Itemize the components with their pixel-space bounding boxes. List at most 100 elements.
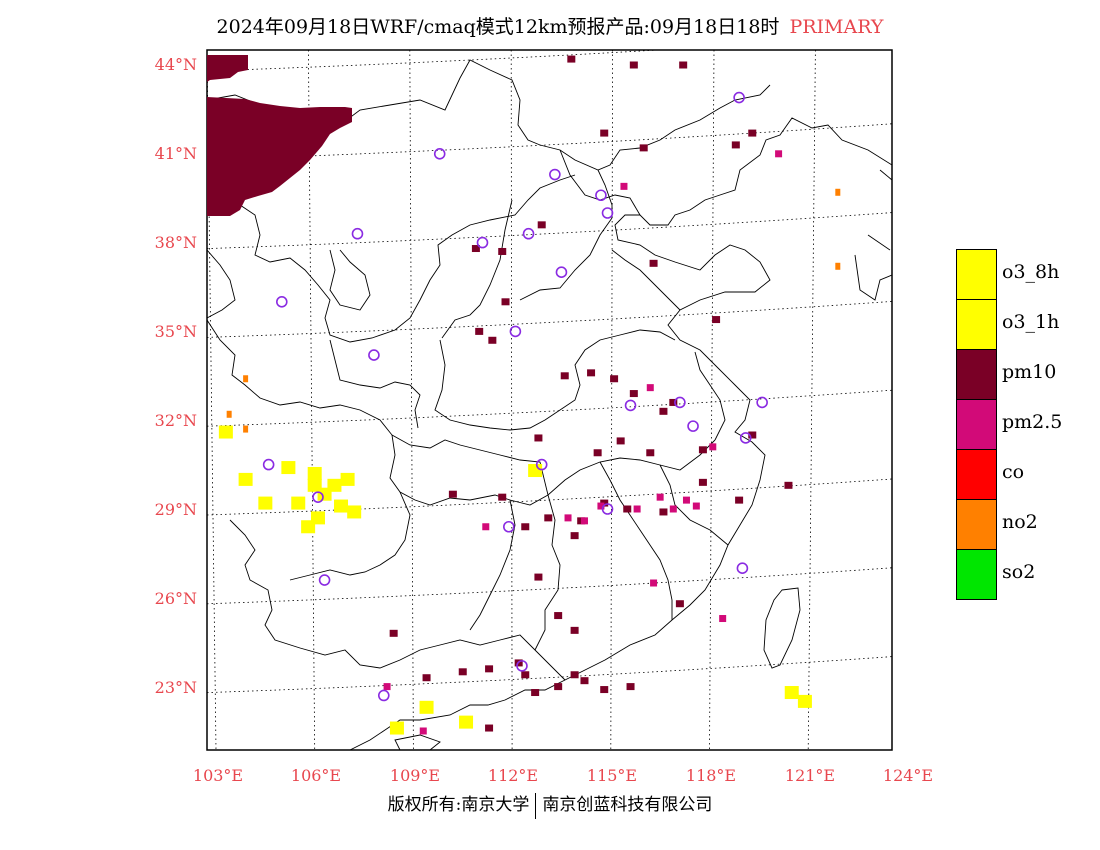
province-lines-5 <box>441 199 613 339</box>
province-lines-7 <box>229 519 566 681</box>
pm10-cell <box>521 671 530 679</box>
pm10-cell <box>448 490 457 498</box>
pm10-cell <box>485 724 494 732</box>
pm25-cell <box>669 505 677 513</box>
pm10-cell <box>531 689 540 697</box>
station-marker <box>601 207 614 219</box>
lat-label: 32°N <box>154 411 197 430</box>
pm10-cell <box>422 674 431 682</box>
latitude-line <box>207 301 892 338</box>
station-marker <box>549 168 561 181</box>
station-marker <box>736 562 749 575</box>
pm10-cell <box>501 298 510 306</box>
pm10-cell <box>626 683 635 691</box>
pm25-cell <box>646 384 654 392</box>
province-lines-9 <box>599 461 729 620</box>
lat-label: 26°N <box>154 589 197 608</box>
taiwan <box>763 587 801 669</box>
legend-label: pm10 <box>1002 361 1057 383</box>
station-marker <box>733 91 745 104</box>
lat-label: 29°N <box>154 500 197 519</box>
pm10-cell <box>629 390 638 398</box>
pm10-cell <box>646 449 655 457</box>
pm10-cell <box>534 573 543 581</box>
province-lines-3 <box>207 319 716 506</box>
pm25-cell <box>709 443 717 451</box>
o3-cell <box>327 478 342 492</box>
lat-label: 35°N <box>154 322 197 341</box>
pm10-cell <box>560 372 569 380</box>
legend-swatch <box>956 349 997 400</box>
station-marker <box>601 503 614 515</box>
latitude-line <box>207 567 892 605</box>
pm10-cell <box>498 493 507 501</box>
province-lines-8 <box>289 491 561 651</box>
copyright-left: 版权所有:南京大学 <box>387 795 530 815</box>
pm10-cell <box>639 144 648 152</box>
no2-cell <box>835 188 841 196</box>
no2-cell <box>243 375 249 383</box>
pm10-cell <box>488 336 497 344</box>
pm10-cell <box>567 55 576 63</box>
o3-cell <box>528 464 543 478</box>
legend-swatch <box>956 399 997 450</box>
copyright-footer: 版权所有:南京大学 南京创蓝科技有限公司 <box>0 790 1100 819</box>
legend-label: pm2.5 <box>1002 411 1063 433</box>
o3-cell <box>307 466 322 480</box>
copyright-right: 南京创蓝科技有限公司 <box>542 795 713 815</box>
o3-cell <box>281 461 296 475</box>
no2-cell <box>243 425 249 433</box>
product-tag: PRIMARY <box>789 16 884 38</box>
lon-label: 109°E <box>389 766 441 785</box>
pm10-cell <box>659 508 668 516</box>
station-marker <box>624 399 637 412</box>
station-marker <box>377 689 390 702</box>
latitude-line <box>207 123 892 161</box>
lon-label: 118°E <box>685 766 737 785</box>
pm10-cell <box>554 612 563 620</box>
lat-label: 38°N <box>154 233 197 252</box>
province-lines-2 <box>207 174 576 343</box>
pm10-cell <box>784 481 793 489</box>
station-marker <box>516 660 528 672</box>
pm10-cell <box>544 514 553 522</box>
station-marker <box>687 420 699 432</box>
pm10-cell <box>570 532 579 540</box>
pm10-cell <box>735 496 744 504</box>
pm10-cell <box>471 245 480 253</box>
o3-cell <box>797 694 812 708</box>
legend-swatch <box>956 249 997 300</box>
pm10-cell <box>485 665 494 673</box>
station-marker <box>739 432 752 444</box>
o3-cell <box>419 700 434 714</box>
pm10-cell <box>458 668 467 676</box>
station-marker <box>756 396 768 409</box>
latitude-line <box>207 50 666 72</box>
station-marker <box>535 458 548 471</box>
latitude-line <box>207 389 892 427</box>
pm10-cell <box>570 671 579 679</box>
station-marker <box>351 227 364 240</box>
lon-label: 121°E <box>784 766 836 785</box>
station-marker <box>318 574 331 586</box>
province-lines-6 <box>329 339 549 496</box>
pm25-cell <box>719 615 727 623</box>
pm10-cell <box>731 141 740 149</box>
o3-cell <box>347 505 362 519</box>
pm25-cell <box>419 727 427 735</box>
pm25-cell <box>633 505 641 513</box>
pm25-cell <box>656 493 664 501</box>
pm10-region-northwest <box>207 55 352 216</box>
station-marker <box>262 458 275 471</box>
o3-cell <box>291 496 306 510</box>
station-marker <box>433 148 446 160</box>
pollution-cells <box>207 55 841 735</box>
pm10-cell <box>580 677 589 685</box>
pm10-cell <box>498 247 507 255</box>
o3-cell <box>218 425 233 439</box>
legend-swatch <box>956 549 997 600</box>
pm25-cell <box>692 502 700 510</box>
pm10-cell <box>554 683 563 691</box>
legend-label: o3_8h <box>1002 261 1060 283</box>
